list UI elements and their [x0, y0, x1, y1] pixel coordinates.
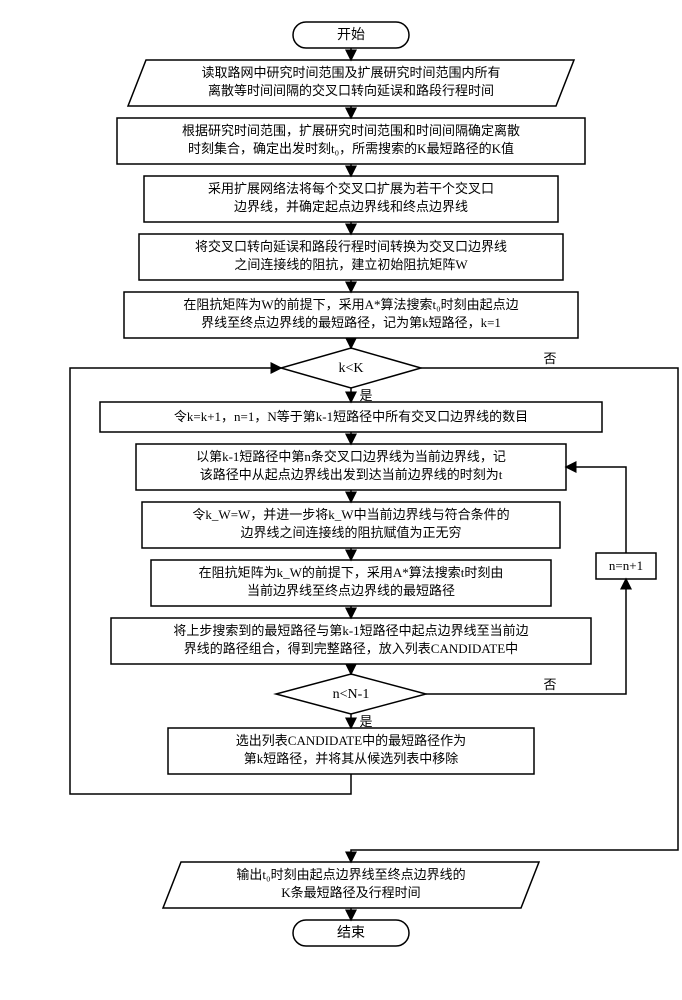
- node-d1: k<K: [281, 348, 421, 388]
- node-p10: 选出列表CANDIDATE中的最短路径作为 第k短路径，并将其从候选列表中移除: [168, 728, 534, 774]
- node-inc: n=n+1: [596, 553, 656, 579]
- d1-no-label: 否: [543, 351, 556, 366]
- p4-line2: 界线至终点边界线的最短路径，记为第k短路径，k=1: [201, 315, 501, 330]
- p2-line2: 边界线，并确定起点边界线和终点边界线: [234, 199, 468, 214]
- p8-line2: 当前边界线至终点边界线的最短路径: [247, 583, 455, 598]
- edges: [70, 48, 678, 920]
- p3-line2: 之间连接线的阻抗，建立初始阻抗矩阵W: [234, 257, 468, 272]
- p7-line1: 令k_W=W，并进一步将k_W中当前边界线与符合条件的: [192, 507, 509, 522]
- node-p3: 将交叉口转向延误和路段行程时间转换为交叉口边界线 之间连接线的阻抗，建立初始阻抗…: [139, 234, 563, 280]
- node-p7: 令k_W=W，并进一步将k_W中当前边界线与符合条件的 边界线之间连接线的阻抗赋…: [142, 502, 560, 548]
- p8-line1: 在阻抗矩阵为k_W的前提下，采用A*算法搜索t时刻由: [199, 565, 504, 580]
- io-out-line2: K条最短路径及行程时间: [281, 885, 420, 900]
- node-start: 开始: [293, 22, 409, 48]
- node-io-out: 输出t₀时刻由起点边界线至终点边界线的 K条最短路径及行程时间: [163, 862, 539, 908]
- p3-line1: 将交叉口转向延误和路段行程时间转换为交叉口边界线: [195, 239, 507, 254]
- p10-line2: 第k短路径，并将其从候选列表中移除: [244, 751, 459, 766]
- node-p2: 采用扩展网络法将每个交叉口扩展为若干个交叉口 边界线，并确定起点边界线和终点边界…: [144, 176, 558, 222]
- d2-label: n<N-1: [333, 687, 370, 702]
- edge-d1-no: [351, 368, 678, 862]
- inc-label: n=n+1: [609, 558, 643, 573]
- p6-line2: 该路径中从起点边界线出发到达当前边界线的时刻为t: [200, 467, 503, 482]
- io-in-line1: 读取路网中研究时间范围及扩展研究时间范围内所有: [201, 65, 500, 80]
- node-end: 结束: [293, 920, 409, 946]
- io-in-line2: 离散等时间间隔的交叉口转向延误和路段行程时间: [208, 83, 494, 98]
- node-d2: n<N-1: [276, 674, 426, 714]
- p2-line1: 采用扩展网络法将每个交叉口扩展为若干个交叉口: [208, 181, 494, 196]
- node-p6: 以第k-1短路径中第n条交叉口边界线为当前边界线，记 该路径中从起点边界线出发到…: [136, 444, 566, 490]
- node-p9: 将上步搜索到的最短路径与第k-1短路径中起点边界线至当前边 界线的路径组合，得到…: [111, 618, 591, 664]
- node-p5: 令k=k+1，n=1，N等于第k-1短路径中所有交叉口边界线的数目: [100, 402, 602, 432]
- start-label: 开始: [337, 27, 365, 43]
- p4-line1: 在阻抗矩阵为W的前提下，采用A*算法搜索t₀时刻由起点边: [183, 297, 518, 312]
- node-p1: 根据研究时间范围，扩展研究时间范围和时间间隔确定离散 时刻集合，确定出发时刻t₀…: [117, 118, 585, 164]
- d2-yes-label: 是: [359, 714, 372, 729]
- io-out-line1: 输出t₀时刻由起点边界线至终点边界线的: [236, 867, 465, 882]
- p10-line1: 选出列表CANDIDATE中的最短路径作为: [236, 733, 466, 748]
- node-p4: 在阻抗矩阵为W的前提下，采用A*算法搜索t₀时刻由起点边 界线至终点边界线的最短…: [124, 292, 578, 338]
- p1-line1: 根据研究时间范围，扩展研究时间范围和时间间隔确定离散: [182, 123, 520, 138]
- end-label: 结束: [337, 925, 365, 941]
- p5-line1: 令k=k+1，n=1，N等于第k-1短路径中所有交叉口边界线的数目: [174, 409, 528, 424]
- d1-label: k<K: [338, 361, 363, 376]
- node-io-in: 读取路网中研究时间范围及扩展研究时间范围内所有 离散等时间间隔的交叉口转向延误和…: [128, 60, 574, 106]
- p1-line2: 时刻集合，确定出发时刻t₀，所需搜索的K最短路径的K值: [188, 141, 514, 156]
- node-p8: 在阻抗矩阵为k_W的前提下，采用A*算法搜索t时刻由 当前边界线至终点边界线的最…: [151, 560, 551, 606]
- p9-line2: 界线的路径组合，得到完整路径，放入列表CANDIDATE中: [184, 641, 518, 656]
- p7-line2: 边界线之间连接线的阻抗赋值为正无穷: [240, 525, 461, 540]
- edge-inc-p6: [566, 467, 626, 553]
- flowchart-diagram: 开始 读取路网中研究时间范围及扩展研究时间范围内所有 离散等时间间隔的交叉口转向…: [10, 10, 682, 990]
- p6-line1: 以第k-1短路径中第n条交叉口边界线为当前边界线，记: [196, 449, 506, 464]
- d1-yes-label: 是: [359, 388, 372, 403]
- d2-no-label: 否: [543, 677, 556, 692]
- p9-line1: 将上步搜索到的最短路径与第k-1短路径中起点边界线至当前边: [173, 623, 528, 638]
